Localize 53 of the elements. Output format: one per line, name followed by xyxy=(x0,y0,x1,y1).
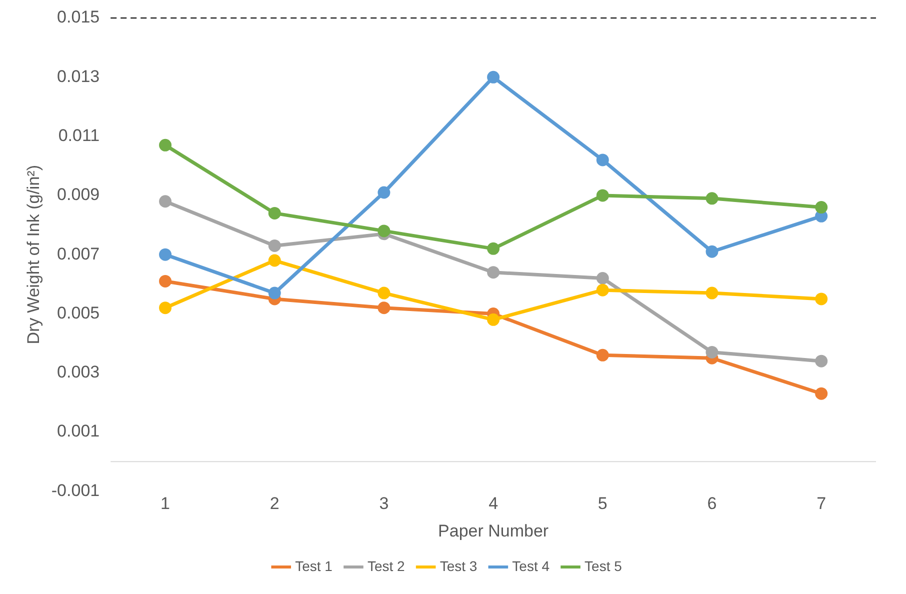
point xyxy=(815,201,828,214)
x-tick-label: 5 xyxy=(598,494,608,514)
point xyxy=(378,224,390,238)
point xyxy=(706,192,718,205)
y-axis-title: Dry Weight of Ink (g/in²) xyxy=(24,165,43,344)
point xyxy=(596,284,609,296)
x-tick-label: 2 xyxy=(270,494,280,514)
x-tick-label: 3 xyxy=(379,494,389,514)
x-tick-label: 7 xyxy=(816,494,826,514)
point xyxy=(596,272,609,285)
y-tick-label: 0.013 xyxy=(57,66,100,86)
point xyxy=(487,266,500,279)
y-tick-label: 0.003 xyxy=(57,362,100,382)
point xyxy=(268,206,281,220)
point xyxy=(159,195,172,208)
legend-label: Test 1 xyxy=(295,558,333,574)
y-tick-label: 0.005 xyxy=(57,303,100,322)
x-tick-label: 6 xyxy=(707,494,717,514)
point xyxy=(487,70,500,84)
point xyxy=(378,286,390,300)
point xyxy=(159,138,172,152)
point xyxy=(159,302,172,314)
point xyxy=(159,274,172,288)
point xyxy=(378,186,390,199)
legend-label: Test 3 xyxy=(440,558,478,574)
legend-label: Test 4 xyxy=(512,558,550,574)
point xyxy=(378,302,390,314)
point xyxy=(159,248,172,261)
point xyxy=(487,242,500,255)
point xyxy=(815,387,828,400)
point xyxy=(596,348,609,362)
y-tick-label: 0.007 xyxy=(57,244,100,264)
point xyxy=(268,286,281,300)
point xyxy=(815,354,828,368)
y-tick-label: -0.001 xyxy=(51,480,100,500)
legend-label: Test 5 xyxy=(584,558,622,574)
point xyxy=(487,313,500,326)
point xyxy=(268,254,281,267)
x-tick-label: 1 xyxy=(160,494,170,514)
x-axis-title: Paper Number xyxy=(438,521,549,540)
x-tick-label: 4 xyxy=(488,494,498,514)
point xyxy=(706,245,718,258)
y-tick-label: 0.015 xyxy=(57,8,100,27)
point xyxy=(596,189,609,202)
point xyxy=(596,154,609,166)
point xyxy=(815,292,828,306)
y-tick-label: 0.001 xyxy=(57,422,100,441)
legend-label: Test 2 xyxy=(367,558,406,574)
point xyxy=(268,239,281,252)
point xyxy=(706,286,718,300)
y-tick-label: 0.009 xyxy=(57,185,100,204)
point xyxy=(706,346,718,358)
y-tick-label: 0.011 xyxy=(58,126,100,145)
